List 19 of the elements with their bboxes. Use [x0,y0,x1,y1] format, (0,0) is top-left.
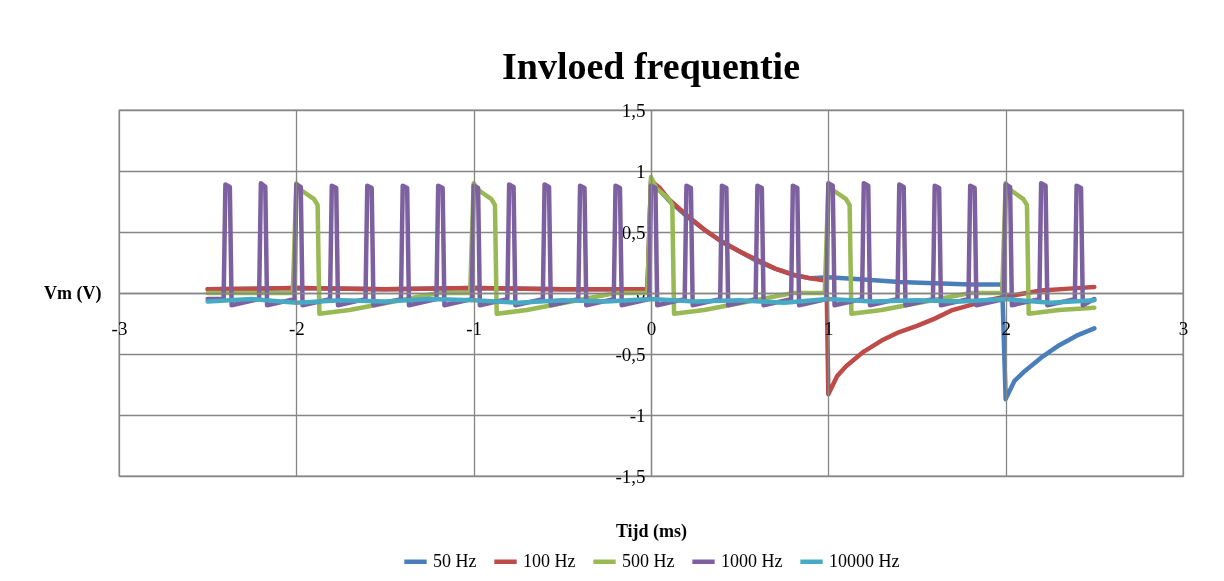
x-tick-label: 3 [1178,317,1189,339]
y-tick-label: 1 [636,160,646,182]
y-tick-label: -0,5 [615,343,646,365]
legend-label: 100 Hz [523,550,576,571]
x-tick-label: -3 [111,317,128,339]
legend-label: 1000 Hz [721,550,783,571]
y-tick-label: 0,5 [621,221,646,243]
legend-label: 10000 Hz [829,550,900,571]
x-tick-label: 0 [646,317,657,339]
x-tick-label: -2 [288,317,305,339]
y-tick-label: -1,5 [615,465,646,487]
y-tick-label: 1,5 [621,99,646,121]
y-axis-title: Vm (V) [44,282,102,304]
y-tick-label: -1 [629,404,646,426]
legend-label: 500 Hz [622,550,675,571]
chart-title: Invloed frequentie [501,45,801,87]
legend-label: 50 Hz [433,550,477,571]
x-axis-title: Tijd (ms) [615,520,688,542]
x-tick-label: -1 [466,317,483,339]
